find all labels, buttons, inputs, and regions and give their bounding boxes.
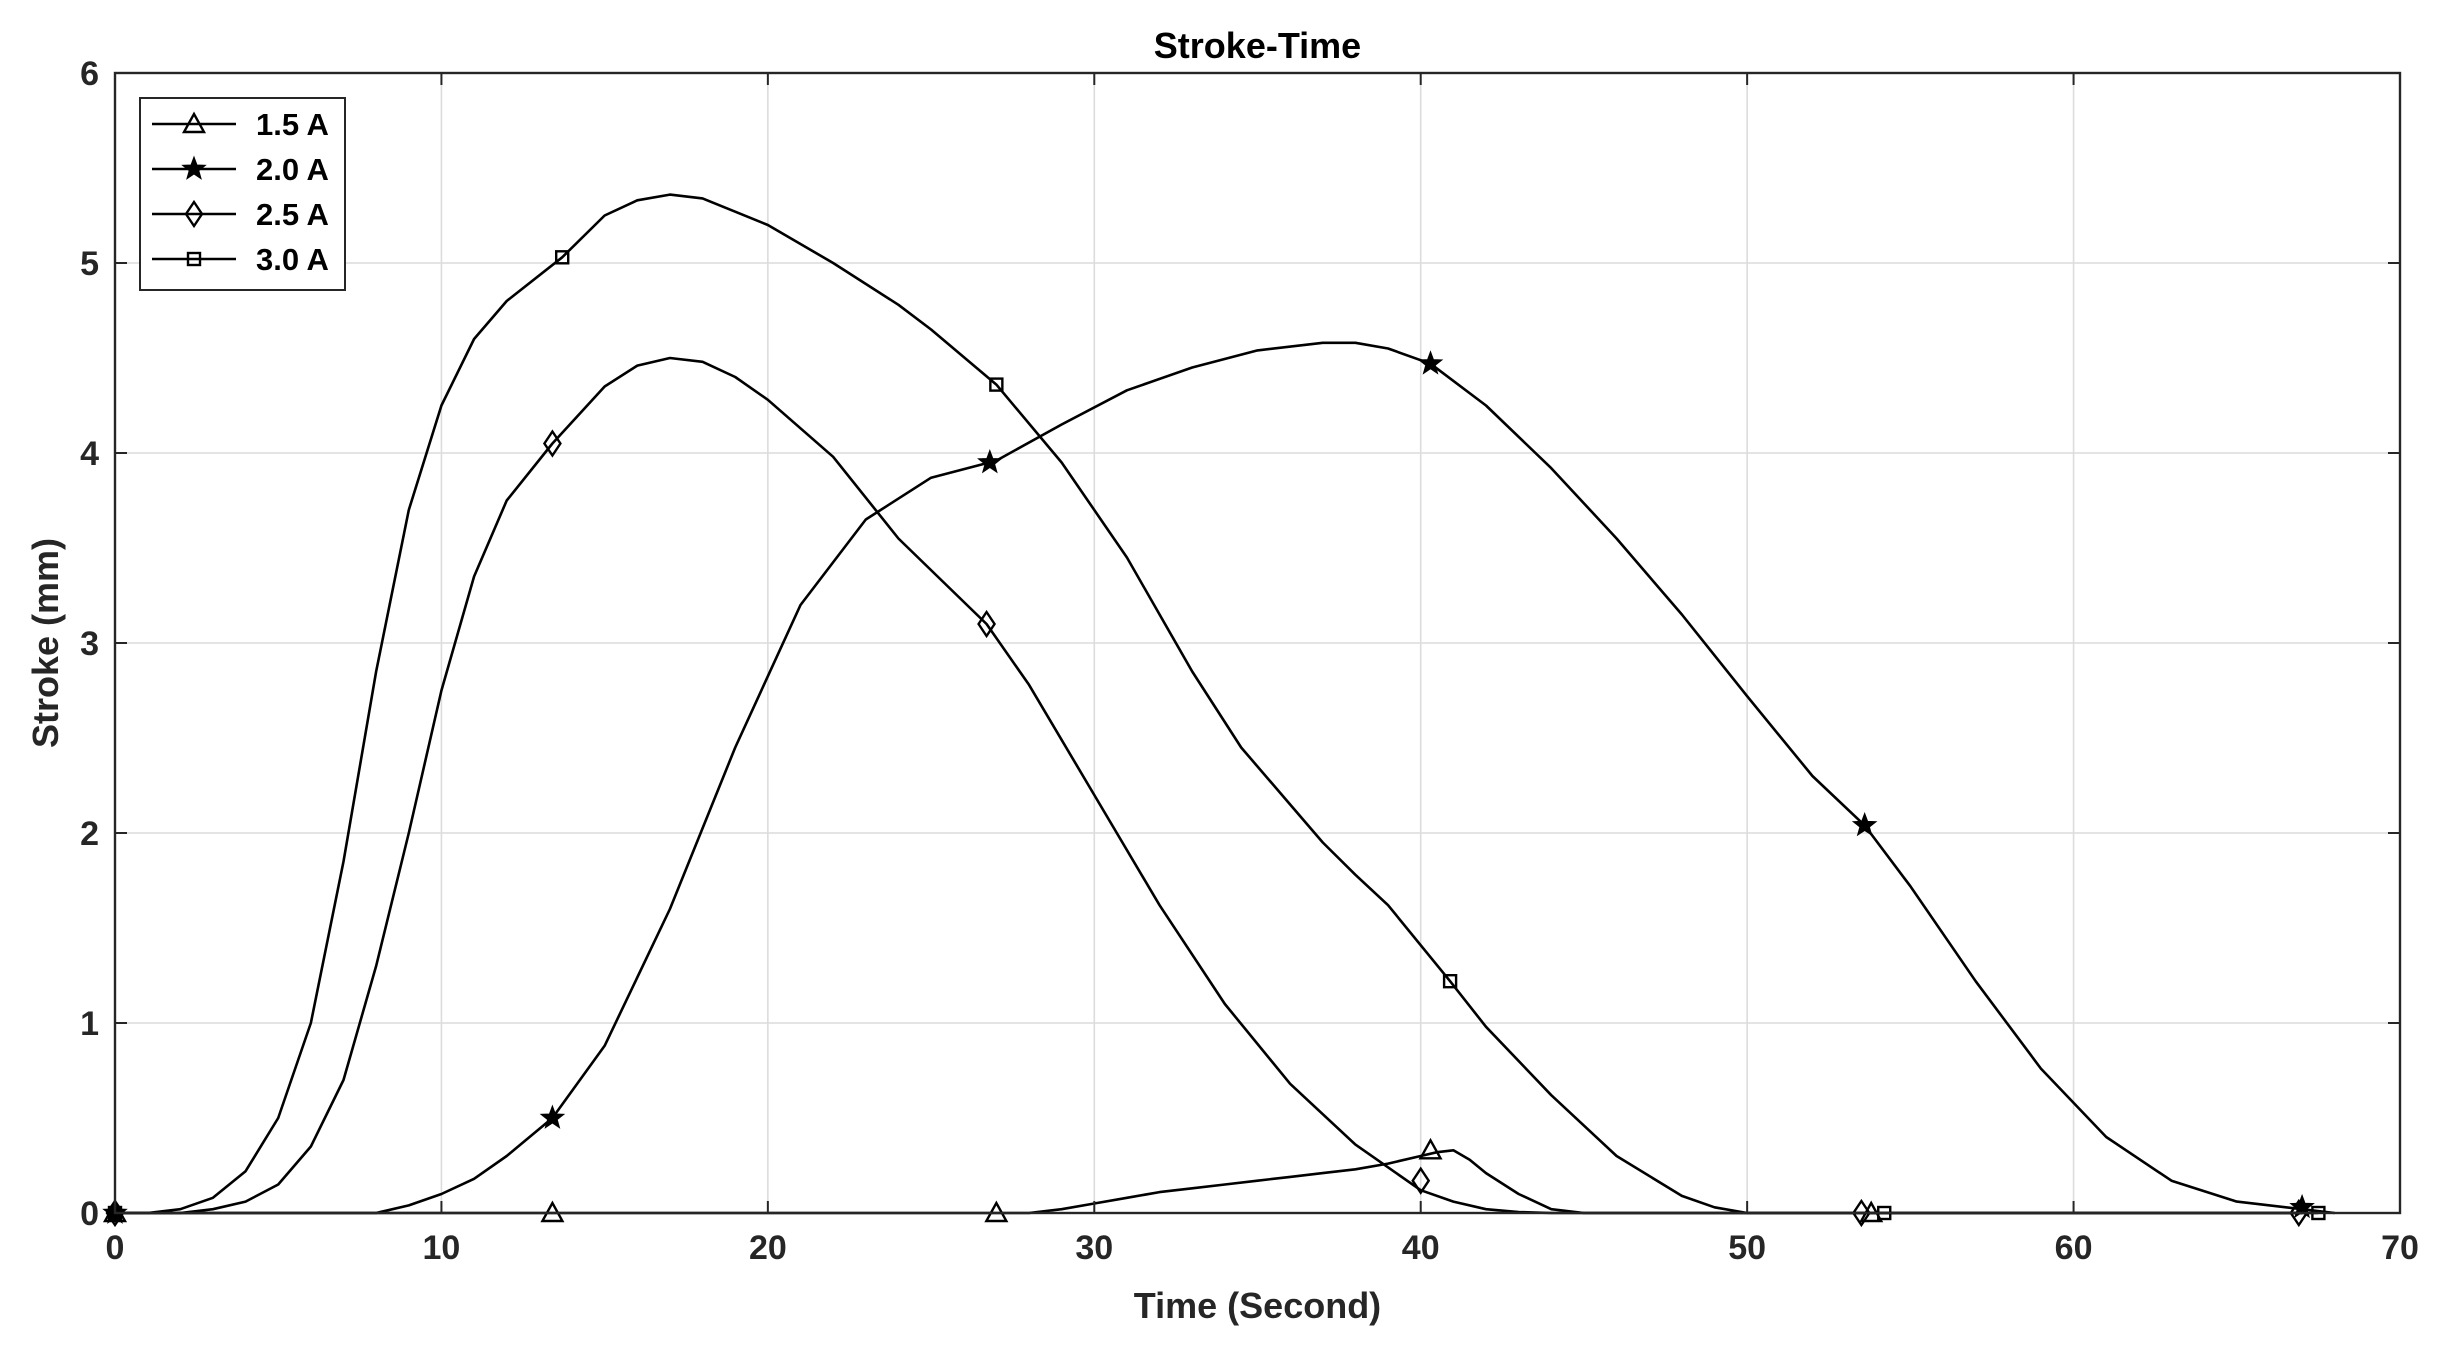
x-tick-label: 30	[1075, 1229, 1113, 1267]
x-tick-label: 20	[749, 1229, 787, 1267]
series-line-2-5-a	[115, 356, 2303, 1215]
data-point-2-5-a	[542, 429, 562, 458]
x-tick-label: 70	[2381, 1229, 2419, 1267]
axis-ticks: 0 10 20 30 40 50 60 70 0 1 2 3 4 5 6	[80, 55, 2419, 1267]
legend-marker	[186, 251, 202, 267]
data-point-3-0-a	[1442, 974, 1458, 989]
data-point-2-5-a	[1411, 1166, 1431, 1195]
legend-entry: 1.5 A	[152, 107, 329, 142]
data-point-3-0-a	[989, 377, 1004, 392]
data-point-3-0-a	[555, 250, 570, 265]
data-point-2-0-a	[977, 449, 1003, 474]
legend-entry: 2.0 A	[152, 152, 329, 187]
chart-title: Stroke-Time	[1154, 25, 1361, 66]
legend-entry: 3.0 A	[152, 242, 329, 277]
y-tick-label: 0	[80, 1195, 99, 1233]
grid	[114, 72, 2401, 1214]
data-point-2-5-a	[2289, 1198, 2309, 1228]
legend-label: 2.5 A	[256, 197, 329, 232]
series-line-3-0-a	[115, 193, 2319, 1215]
x-tick-label: 0	[106, 1229, 125, 1267]
x-tick-label: 40	[1402, 1229, 1440, 1267]
x-tick-label: 60	[2055, 1229, 2093, 1267]
y-tick-label: 6	[80, 55, 99, 93]
y-tick-label: 3	[80, 625, 99, 663]
data-point-2-0-a	[539, 1104, 566, 1129]
y-tick-label: 5	[80, 245, 99, 283]
y-axis-title: Stroke (mm)	[25, 538, 66, 748]
data-point-2-5-a	[977, 609, 997, 639]
y-tick-label: 4	[80, 435, 99, 473]
x-axis-title: Time (Second)	[1134, 1285, 1381, 1326]
data-point-1-5-a	[1418, 1137, 1443, 1160]
y-tick-label: 1	[80, 1005, 99, 1043]
legend-entry: 2.5 A	[152, 197, 329, 232]
legend-label: 2.0 A	[256, 152, 329, 187]
x-tick-label: 50	[1728, 1229, 1766, 1267]
data-point-2-5-a	[1851, 1198, 1871, 1228]
legend-marker	[181, 111, 207, 134]
data-point-2-0-a	[1417, 350, 1444, 375]
legend-marker	[184, 199, 204, 229]
series-line-1-5-a	[115, 1149, 2303, 1215]
legend-label: 1.5 A	[256, 107, 329, 142]
data-point-2-0-a	[1851, 811, 1878, 837]
legend-label: 3.0 A	[256, 242, 329, 277]
x-tick-label: 10	[423, 1229, 461, 1267]
y-tick-label: 2	[80, 815, 99, 853]
legend-marker	[181, 155, 207, 180]
legend: 1.5 A 2.0 A 2.5 A 3.0 A	[139, 97, 346, 291]
